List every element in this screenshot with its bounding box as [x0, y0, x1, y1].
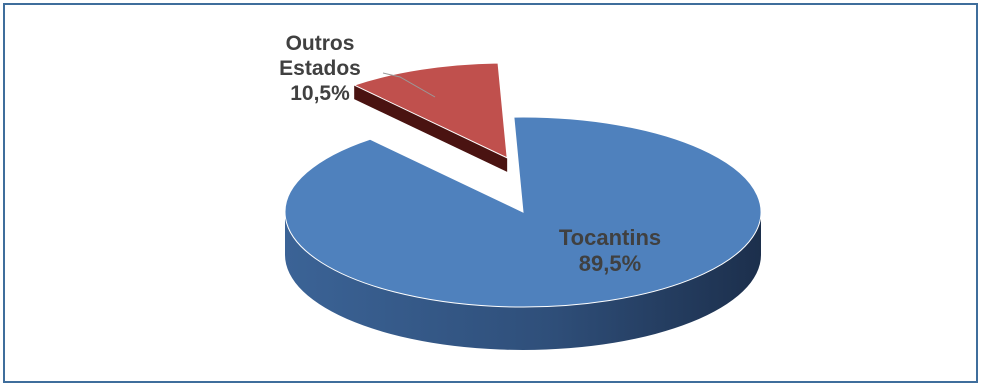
pie-side-walls — [285, 85, 761, 350]
chart-frame: Outros Estados 10,5% Tocantins 89,5% — [3, 3, 978, 383]
pie-slice-outros-estados — [352, 62, 508, 159]
leader-line — [382, 72, 436, 98]
cut-wall-outros-estados — [354, 85, 508, 172]
slice-label-line-1: Tocantins — [559, 225, 661, 250]
slice-value-label: 10,5% — [290, 82, 350, 105]
slice-label-outros-estados: Outros Estados 10,5% — [279, 32, 361, 105]
slice-label-line-2: Estados — [279, 57, 361, 80]
pie-chart: Outros Estados 10,5% Tocantins 89,5% — [279, 32, 762, 350]
pie-slice-tocantins — [284, 116, 762, 308]
slice-label-tocantins: Tocantins 89,5% — [559, 225, 661, 276]
slice-label-line-1: Outros — [286, 32, 355, 55]
slice-value-label: 89,5% — [579, 251, 641, 276]
side-wall-tocantins — [285, 212, 761, 350]
pie-slices — [284, 62, 762, 308]
